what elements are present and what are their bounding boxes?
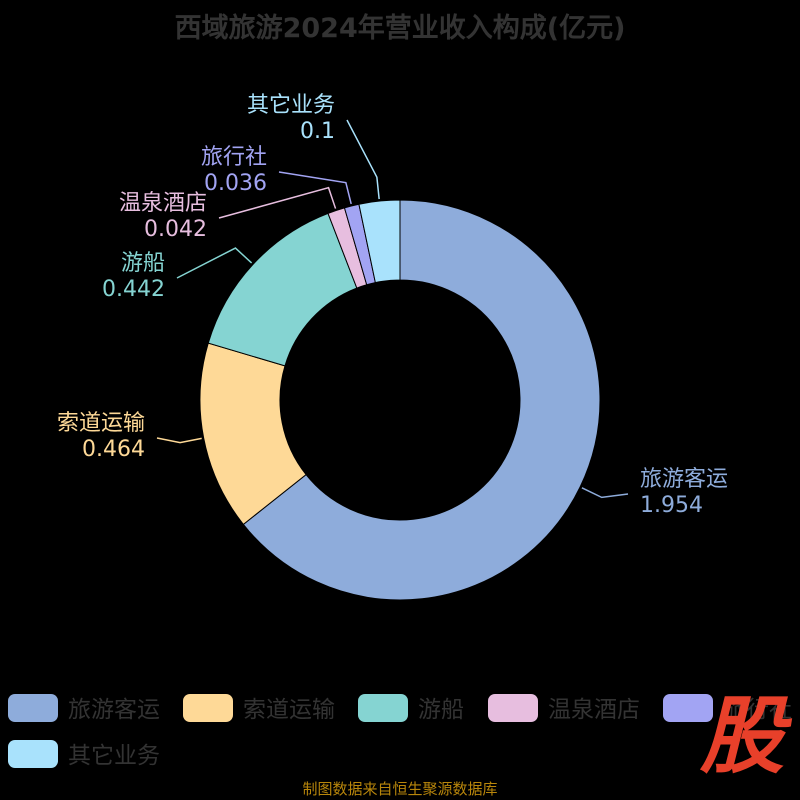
leader-line-1 — [581, 487, 629, 499]
legend-swatch — [358, 694, 408, 722]
data-source-footer: 制图数据来自恒生聚源数据库 — [302, 780, 498, 798]
slice-name-label-1: 旅游客运 — [640, 467, 728, 492]
donut-slice-1 — [242, 199, 601, 601]
legend-swatch — [183, 694, 233, 722]
leader-line-4 — [218, 186, 337, 219]
legend-swatch — [663, 694, 713, 722]
chart-title: 西域旅游2024年营业收入构成(亿元) — [174, 13, 626, 44]
legend-label: 旅行社 — [723, 697, 792, 723]
donut-slice-3 — [207, 212, 358, 367]
slice-value-label-4: 0.042 — [144, 217, 207, 242]
legend-swatch — [488, 694, 538, 722]
slice-value-label-5: 0.036 — [204, 171, 267, 196]
legend-label: 旅游客运 — [68, 697, 160, 723]
brand-logo: 股 — [699, 686, 784, 785]
slice-name-label-6: 其它业务 — [247, 93, 335, 118]
slice-name-label-3: 游船 — [121, 251, 165, 276]
slice-name-label-2: 索道运输 — [57, 411, 145, 436]
legend-swatch — [8, 740, 58, 768]
slice-value-label-1: 1.954 — [640, 493, 703, 518]
legend-label: 索道运输 — [243, 697, 335, 723]
legend-swatch — [8, 694, 58, 722]
slice-name-label-5: 旅行社 — [201, 145, 267, 170]
legend-label: 温泉酒店 — [548, 697, 640, 723]
leader-line-5 — [278, 171, 352, 205]
donut-slice-6 — [358, 199, 401, 284]
chart-legend: 旅游客运 索道运输 游船 温泉酒店 旅行社其它业务 — [0, 686, 800, 776]
legend-label: 游船 — [418, 697, 464, 723]
leader-line-3 — [176, 247, 253, 279]
slice-value-label-2: 0.464 — [82, 437, 145, 462]
legend-label: 其它业务 — [68, 743, 160, 769]
slice-name-label-4: 温泉酒店 — [119, 191, 207, 216]
slice-value-label-6: 0.1 — [300, 119, 335, 144]
slice-value-label-3: 0.442 — [102, 277, 165, 302]
leader-line-2 — [156, 437, 202, 444]
leader-line-6 — [346, 119, 380, 200]
